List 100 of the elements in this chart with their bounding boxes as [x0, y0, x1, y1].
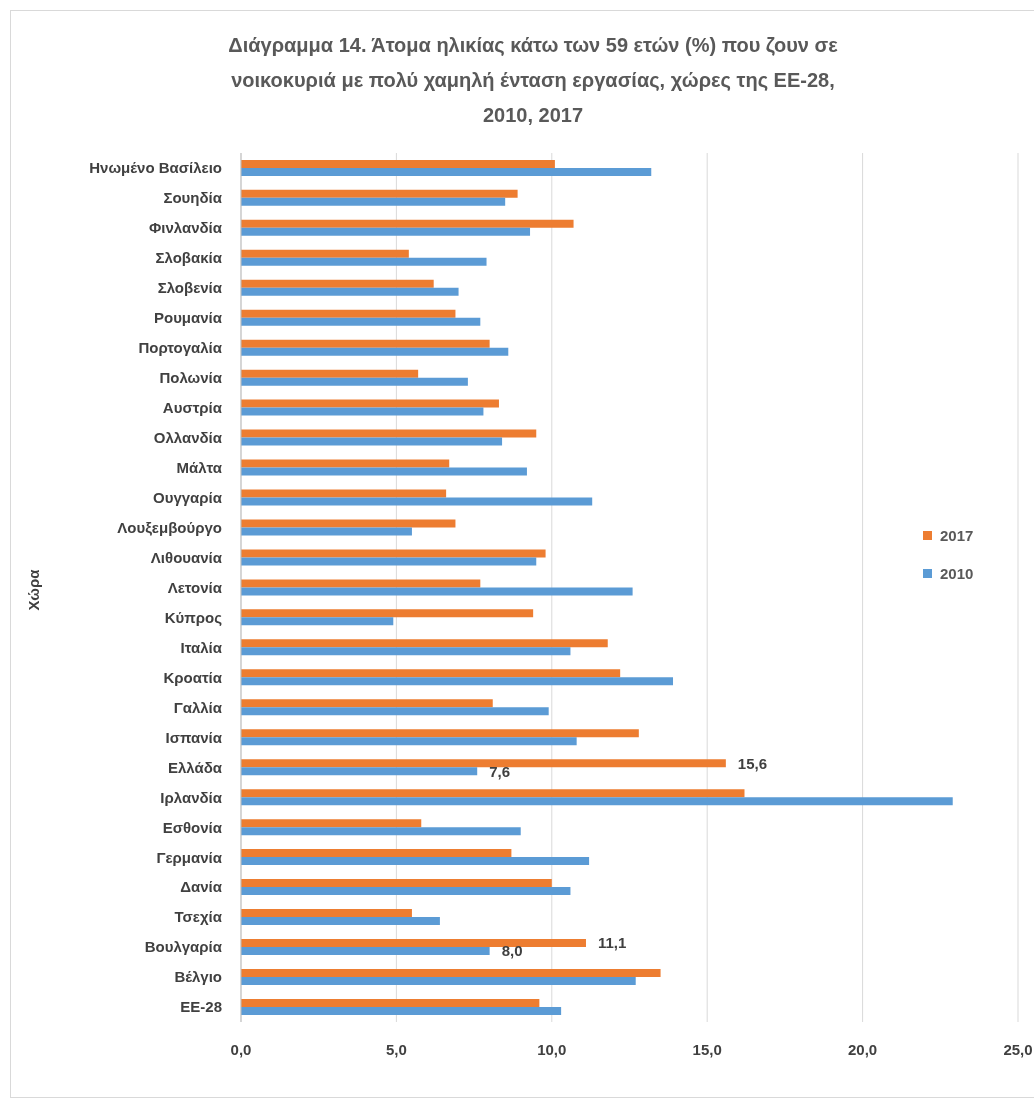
- bar: [241, 257, 487, 266]
- y-tick-label: Σλοβακία: [155, 249, 223, 267]
- y-tick-label: Πολωνία: [159, 369, 223, 387]
- bar: [241, 437, 503, 446]
- x-tick-label: 25,0: [1003, 1040, 1033, 1058]
- bar: [241, 219, 574, 228]
- y-tick-label: Λετονία: [167, 578, 223, 596]
- bar: [241, 849, 512, 858]
- bar: [241, 677, 674, 686]
- bar: [241, 159, 555, 168]
- y-tick-label: Βέλγιο: [174, 968, 222, 986]
- bar: [241, 429, 537, 438]
- bar: [241, 947, 490, 955]
- bar: [241, 707, 549, 716]
- y-tick-label: Ολλανδία: [153, 429, 223, 446]
- y-tick-label: Γαλλία: [173, 698, 223, 716]
- bar: [241, 968, 661, 977]
- bar: [241, 767, 478, 776]
- bar: [241, 1006, 562, 1015]
- bar: [241, 467, 527, 476]
- bar: [241, 729, 639, 738]
- y-tick-label: Ρουμανία: [153, 309, 223, 327]
- y-tick-label: Κροατία: [163, 668, 223, 686]
- bar: [241, 879, 552, 888]
- y-tick-label: Σουηδία: [163, 189, 223, 207]
- bar: [241, 797, 953, 806]
- y-tick-label: Βουλγαρία: [144, 938, 223, 956]
- bar: [241, 669, 621, 678]
- bar: [241, 347, 509, 356]
- y-axis-title: Χώρα: [24, 569, 42, 611]
- bar: [241, 998, 540, 1007]
- bar: [241, 647, 571, 656]
- bar: [241, 617, 394, 626]
- chart-title: Διάγραμμα 14. Άτομα ηλικίας κάτω των 59 ετών (%) που ζουν σε νοικοκυριά με πολύ χαμηλή ένταση εργασίας, χώρες της ΕΕ-28, 2010, 2017: [227, 33, 839, 128]
- bar: [241, 557, 537, 566]
- bar: [241, 407, 484, 416]
- bar: [241, 227, 531, 236]
- bar: [241, 197, 506, 206]
- legend-label: 2017: [940, 526, 974, 544]
- bar: [241, 549, 546, 558]
- x-tick-label: 15,0: [692, 1040, 722, 1058]
- bar: [241, 737, 577, 746]
- bar: [241, 459, 450, 468]
- bar: [241, 287, 459, 296]
- bar: [241, 579, 481, 588]
- bar: [241, 339, 490, 348]
- y-tick-label: Κύπρος: [164, 608, 223, 626]
- bar: [241, 309, 456, 318]
- y-tick-label: Μάλτα: [176, 458, 223, 476]
- y-tick-label: Δανία: [180, 878, 223, 896]
- y-tick-label: Ελλάδα: [167, 758, 223, 776]
- y-tick-label: Σλοβενία: [157, 279, 223, 297]
- y-tick-label: Τσεχία: [174, 908, 223, 926]
- bar: [241, 857, 590, 866]
- y-tick-label: Πορτογαλία: [138, 339, 223, 357]
- bar: [241, 189, 518, 198]
- data-label: 11,1: [597, 934, 627, 952]
- x-tick-label: 10,0: [537, 1040, 567, 1058]
- y-tick-label: Ουγγαρία: [153, 488, 223, 506]
- y-tick-label: Ιταλία: [180, 638, 223, 656]
- data-label: 15,6: [737, 754, 768, 772]
- bar: [241, 917, 440, 926]
- bar: [241, 976, 636, 985]
- y-tick-label: Γερμανία: [156, 848, 223, 866]
- data-label: 7,6: [489, 762, 511, 780]
- bar: [241, 497, 593, 506]
- bar: [241, 279, 434, 288]
- bar: [241, 789, 745, 798]
- bar: [241, 489, 447, 498]
- bar: [241, 887, 571, 896]
- bar: [241, 369, 419, 378]
- bar: [241, 759, 726, 768]
- bar: [241, 939, 586, 947]
- legend-label: 2010: [940, 564, 974, 582]
- bar: [241, 399, 499, 408]
- y-tick-label: Εσθονία: [162, 818, 223, 836]
- bar: [241, 249, 409, 258]
- bar: [241, 587, 633, 596]
- bar: [241, 167, 652, 176]
- bar: [241, 699, 493, 708]
- bar: [241, 377, 468, 386]
- x-tick-label: 0,0: [230, 1040, 252, 1058]
- y-tick-label: Ιρλανδία: [160, 788, 223, 806]
- bar: [241, 317, 481, 326]
- bar: [241, 609, 534, 618]
- y-tick-label: Ηνωμένο Βασίλειο: [89, 159, 222, 177]
- y-tick-label: ΕΕ-28: [180, 998, 222, 1016]
- y-tick-label: Ισπανία: [165, 728, 223, 746]
- x-tick-label: 20,0: [848, 1040, 878, 1058]
- data-label: 8,0: [501, 942, 523, 960]
- bar: [241, 827, 521, 836]
- bar: [241, 639, 608, 648]
- bar: [241, 819, 422, 828]
- y-tick-label: Λιθουανία: [150, 548, 223, 566]
- bar: [241, 527, 412, 536]
- y-tick-label: Αυστρία: [162, 399, 223, 417]
- y-tick-label: Λουξεμβούργο: [117, 518, 222, 536]
- bar: [241, 909, 412, 918]
- bar: [241, 519, 456, 528]
- y-tick-label: Φινλανδία: [148, 219, 223, 237]
